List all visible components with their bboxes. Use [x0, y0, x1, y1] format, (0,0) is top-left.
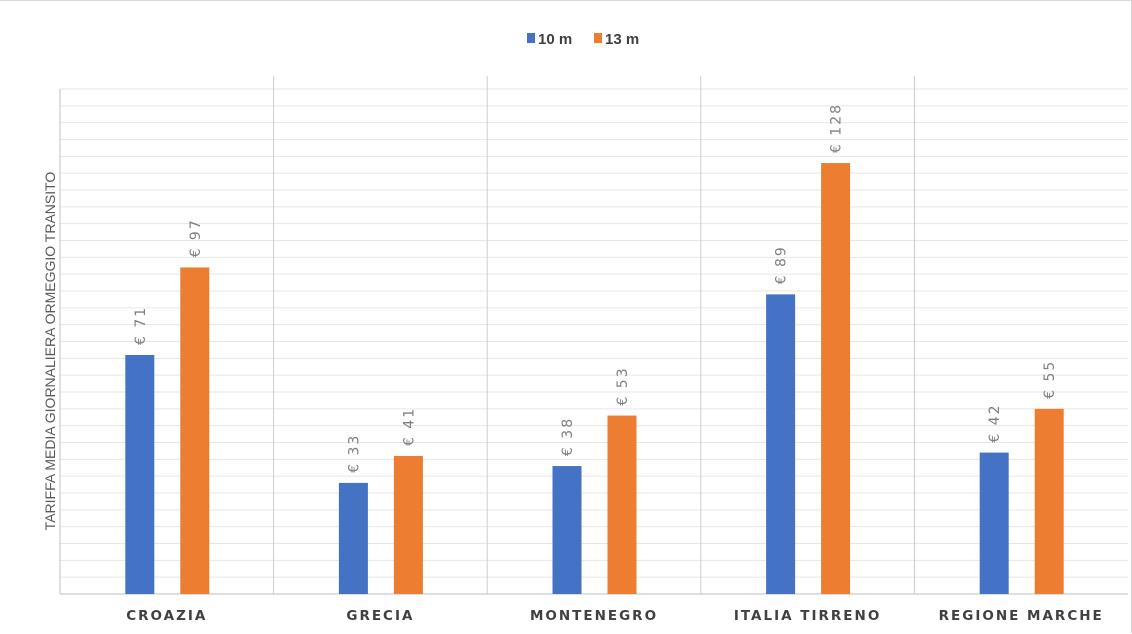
legend-swatch-13m — [594, 33, 602, 43]
category-label: REGIONE MARCHE — [939, 608, 1104, 624]
gridlines — [59, 88, 1128, 595]
bar-10m-italia-tirreno — [766, 294, 796, 594]
y-axis-label: TARIFFA MEDIA GIORNALIERA ORMEGGIO TRANS… — [42, 172, 58, 531]
category-labels: CROAZIA GRECIA MONTENEGRO ITALIA TIRRENO REG… — [126, 608, 1104, 624]
category-label: CROAZIA — [126, 608, 207, 624]
bar-13m-grecia — [393, 455, 423, 594]
data-label: € 128 — [829, 103, 845, 153]
data-label: € 97 — [188, 218, 204, 257]
bar-13m-croazia — [180, 267, 210, 594]
bar-10m-grecia — [338, 482, 368, 594]
bars — [125, 163, 1064, 595]
category-label: ITALIA TIRRENO — [734, 608, 881, 624]
data-label: € 89 — [774, 245, 790, 284]
legend-label-13m: 13 m — [605, 31, 639, 48]
data-label: € 55 — [1042, 360, 1058, 399]
bar-13m-regione-marche — [1034, 408, 1064, 594]
data-label: € 71 — [133, 306, 149, 345]
legend-swatch-10m — [527, 33, 535, 43]
legend-label-10m: 10 m — [538, 31, 572, 48]
category-label: MONTENEGRO — [530, 608, 658, 624]
data-label: € 38 — [560, 417, 576, 456]
bar-10m-croazia — [125, 354, 155, 594]
data-labels: € 71 € 97 € 33 € 41 € 38 € 53 € 89 € 128 € 42 € 5… — [133, 103, 1058, 473]
category-label: GRECIA — [346, 608, 414, 624]
bar-13m-italia-tirreno — [821, 163, 851, 595]
data-label: € 33 — [346, 434, 362, 473]
bar-10m-montenegro — [552, 466, 582, 594]
data-label: € 41 — [401, 407, 417, 446]
legend: 10 m 13 m — [527, 31, 639, 48]
bar-13m-montenegro — [607, 415, 637, 594]
data-label: € 42 — [987, 403, 1003, 442]
data-label: € 53 — [615, 366, 631, 405]
bar-10m-regione-marche — [979, 452, 1009, 594]
category-separators — [273, 76, 915, 594]
